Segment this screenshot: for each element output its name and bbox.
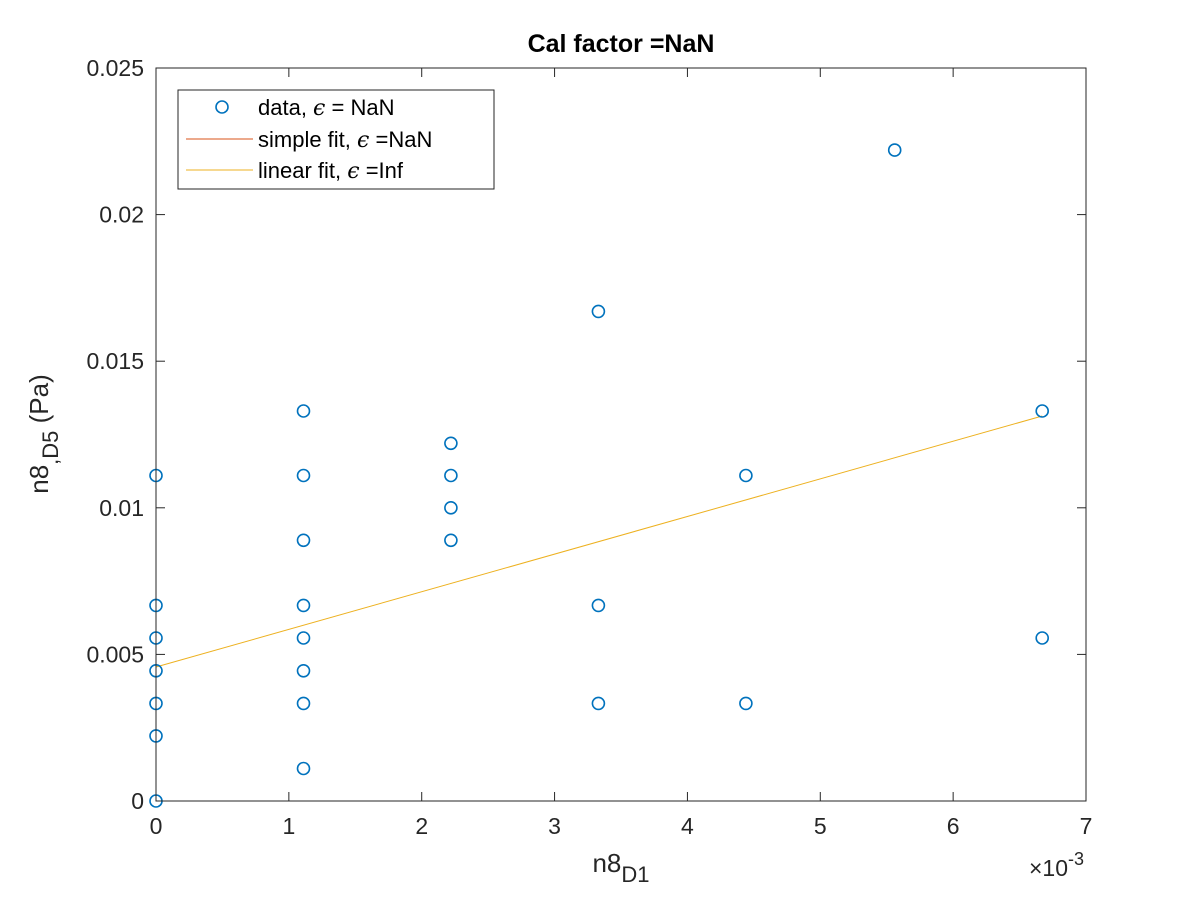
x-tick-label: 3 [548,813,561,839]
y-tick-label: 0 [131,788,144,814]
x-tick-label: 6 [947,813,960,839]
data-point [296,696,311,711]
data-point [591,304,606,319]
x-axis-label: n8D1 [592,848,649,887]
data-point [444,533,458,548]
data-point [1035,631,1049,645]
x-axis-label-base: n8 [592,848,621,878]
data-point [1035,404,1049,418]
y-axis-label-base: n8 [24,465,54,494]
x-axis-label-sub: D1 [621,862,649,887]
legend-label-data-post: = NaN [325,95,394,120]
data-point [887,143,902,157]
legend-label-simple-fit-post: =NaN [369,127,432,152]
legend-label-linear-fit: linear fit, ϵ =Inf [258,158,404,184]
legend-label-data-pre: data, [258,95,313,120]
data-point [296,533,311,548]
data-point [296,468,311,483]
data-point [296,631,311,645]
fit-line-linear-fit [155,415,1043,668]
data-point [444,436,458,451]
data-point [296,761,311,776]
chart-title: Cal factor =NaN [528,30,715,58]
legend-label-linear-fit-post: =Inf [360,158,404,183]
axes-box [155,67,1087,802]
x-tick-label: 5 [814,813,827,839]
data-point [296,598,311,613]
legend: data, ϵ = NaN simple fit, ϵ =NaN linear … [177,89,495,190]
ticks: 0 1 2 3 4 5 6 7 0 0.005 0.01 0.015 0.02 0.025 [86,55,1092,839]
legend-label-data: data, ϵ = NaN [258,95,394,121]
data-point [739,696,753,711]
x-tick-label: 0 [150,813,163,839]
x-tick-label: 2 [415,813,428,839]
y-axis-label-unit: (Pa) [24,374,54,430]
legend-label-simple-fit-pre: simple fit, [258,127,357,152]
x-tick-label: 4 [681,813,694,839]
y-tick-label: 0.005 [86,641,144,667]
x-exponent-label: ×10-3 [1029,849,1084,881]
x-tick-label: 1 [282,813,295,839]
data-point [591,696,606,711]
data-point [591,598,606,613]
x-exponent-power: -3 [1068,849,1084,869]
y-tick-label: 0.015 [86,348,144,374]
data-point [296,404,311,418]
legend-label-simple-fit: simple fit, ϵ =NaN [258,127,432,153]
plot-marks [149,143,1049,808]
y-axis-label: n8,D5 (Pa) [24,374,63,494]
legend-marker-data [215,100,229,114]
legend-label-simple-fit-eps: ϵ [357,128,369,153]
y-tick-label: 0.01 [99,495,144,521]
y-tick-label: 0.025 [86,55,144,81]
data-point [739,468,753,483]
plot-area [156,68,1086,801]
data-point [444,500,458,515]
y-tick-label: 0.02 [99,202,144,228]
legend-box [177,89,495,190]
legend-label-data-eps: ϵ [313,96,325,121]
x-exponent-prefix: ×10 [1029,855,1068,881]
legend-label-linear-fit-pre: linear fit, [258,158,347,183]
y-axis-label-sub: ,D5 [38,431,63,465]
legend-label-linear-fit-eps: ϵ [347,159,359,184]
x-tick-label: 7 [1080,813,1093,839]
data-point [444,468,458,483]
data-point [296,663,311,678]
